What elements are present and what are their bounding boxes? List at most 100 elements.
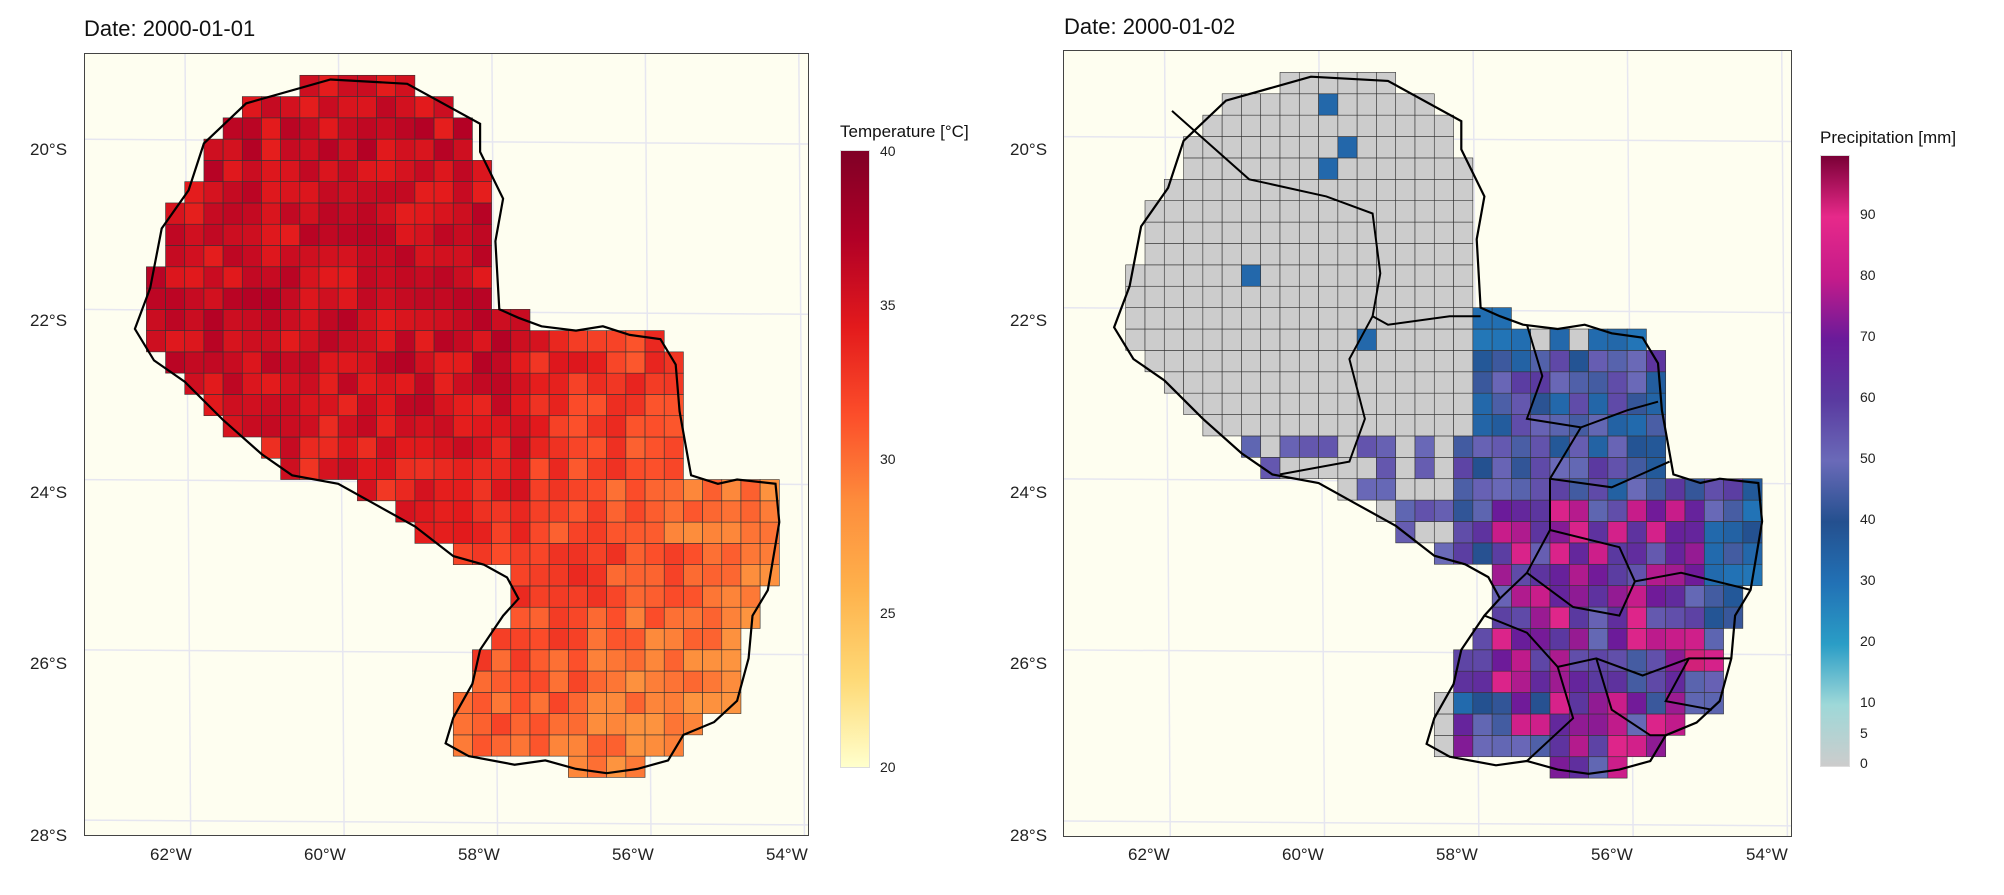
grid-cell: [644, 500, 665, 523]
grid-cell: [1318, 221, 1339, 244]
x-axis-label: 60°W: [304, 845, 346, 864]
grid-cell: [318, 415, 339, 438]
grid-cell: [1588, 713, 1609, 736]
grid-cell: [433, 351, 454, 374]
grid-cell: [568, 372, 588, 395]
grid-cell: [376, 181, 397, 204]
grid-cell: [663, 543, 684, 565]
grid-cell: [299, 415, 320, 438]
grid-cell: [1414, 350, 1435, 373]
grid-cell: [644, 585, 665, 608]
grid-cell: [1260, 371, 1281, 394]
grid-cell: [1626, 692, 1647, 715]
legend-tick: 35: [880, 297, 896, 313]
grid-cell: [1511, 499, 1532, 522]
grid-cell: [203, 372, 224, 395]
grid-cell: [1298, 200, 1319, 223]
grid-cell: [1646, 670, 1667, 693]
grid-cell: [452, 351, 473, 374]
grid-cell: [606, 649, 627, 672]
grid-cell: [357, 436, 377, 459]
grid-cell: [1626, 414, 1647, 437]
grid-cell: [395, 394, 416, 417]
grid-cell: [1723, 499, 1744, 522]
grid-cell: [261, 223, 281, 246]
grid-cell: [222, 181, 243, 204]
grid-cell: [1337, 328, 1358, 351]
grid-cell: [472, 202, 492, 225]
grid-cell: [1511, 392, 1532, 415]
grid-cell: [433, 457, 454, 480]
grid-cell: [1684, 628, 1705, 651]
grid-cell: [606, 521, 627, 544]
grid-cell: [472, 500, 492, 523]
grid-cell: [1568, 542, 1589, 565]
legend-tick: 30: [880, 451, 896, 467]
grid-cell: [357, 330, 377, 353]
grid-cell: [1549, 435, 1570, 458]
grid-cell: [395, 74, 416, 97]
grid-cell: [222, 309, 243, 331]
x-axis-label: 56°W: [1591, 845, 1633, 864]
grid-cell: [1684, 606, 1705, 629]
grid-cell: [165, 287, 186, 310]
grid-cell: [1665, 628, 1686, 651]
grid-cell: [184, 266, 205, 289]
grid-cell: [529, 564, 550, 587]
grid-cell: [1241, 328, 1262, 351]
grid-cell: [376, 351, 397, 374]
grid-cell: [625, 606, 646, 629]
grid-cell: [1568, 628, 1589, 651]
grid-cell: [318, 287, 339, 310]
grid-cell: [1568, 350, 1589, 373]
grid-cell: [606, 351, 627, 374]
grid-cell: [1646, 499, 1667, 522]
grid-cell: [1337, 93, 1358, 116]
legend-tick: 30: [1860, 572, 1876, 588]
grid-cell: [395, 287, 416, 310]
grid-cell: [1241, 414, 1262, 437]
grid-cell: [1260, 264, 1281, 287]
grid-cell: [414, 394, 435, 417]
grid-cell: [146, 266, 166, 289]
y-axis-label: 26°S: [1010, 654, 1048, 673]
grid-cell: [1376, 499, 1397, 522]
grid-cell: [1511, 350, 1532, 373]
grid-cell: [1646, 542, 1667, 565]
grid-cell: [587, 500, 607, 523]
grid-cell: [1472, 371, 1493, 394]
grid-cell: [606, 372, 627, 395]
grid-cell: [1221, 221, 1242, 244]
grid-cell: [1414, 243, 1435, 266]
grid-cell: [548, 585, 569, 608]
grid-cell: [452, 266, 473, 289]
grid-cell: [280, 202, 301, 225]
grid-cell: [587, 521, 607, 544]
grid-cell: [241, 138, 262, 161]
grid-cell: [1414, 136, 1435, 159]
grid-cell: [1568, 328, 1589, 351]
grid-cell: [1684, 692, 1705, 715]
grid-cell: [1607, 499, 1628, 522]
grid-cell: [606, 500, 627, 523]
grid-cell: [529, 372, 550, 395]
grid-cell: [1318, 114, 1339, 137]
grid-cell: [529, 436, 550, 459]
grid-cell: [625, 564, 646, 587]
grid-cell: [261, 372, 281, 395]
grid-cell: [1511, 563, 1532, 586]
grid-cell: [1337, 457, 1358, 480]
grid-cell: [1202, 200, 1223, 223]
grid-cell: [318, 96, 339, 119]
grid-cell: [1318, 328, 1339, 351]
grid-cell: [261, 330, 281, 353]
grid-cell: [1549, 735, 1570, 758]
grid-cell: [587, 755, 607, 778]
grid-cell: [702, 564, 723, 587]
grid-cell: [318, 138, 339, 161]
grid-cell: [1491, 499, 1512, 522]
grid-cell: [702, 649, 723, 672]
grid-cell: [1260, 328, 1281, 351]
grid-cell: [1241, 285, 1262, 308]
grid-cell: [472, 436, 492, 459]
